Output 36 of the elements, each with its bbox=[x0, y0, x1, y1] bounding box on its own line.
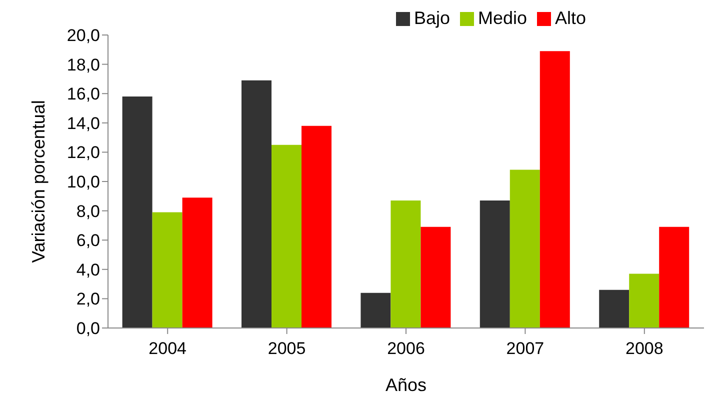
y-tick-label: 6,0 bbox=[76, 231, 100, 250]
bar bbox=[599, 290, 630, 328]
y-tick-label: 2,0 bbox=[76, 290, 100, 309]
bar bbox=[360, 292, 391, 328]
bar bbox=[390, 200, 421, 328]
x-tick-label: 2008 bbox=[625, 339, 664, 358]
x-axis-title: Años bbox=[385, 374, 427, 395]
y-tick-label: 0,0 bbox=[76, 319, 100, 338]
bar bbox=[420, 226, 451, 328]
y-axis-title: Variación porcentual bbox=[28, 100, 48, 263]
y-tick-label: 4,0 bbox=[76, 260, 100, 280]
bar bbox=[510, 170, 540, 328]
x-tick-label: 2006 bbox=[387, 339, 425, 358]
bar bbox=[242, 80, 272, 328]
bar bbox=[272, 144, 302, 328]
bar bbox=[480, 200, 510, 328]
x-tick-label: 2005 bbox=[268, 339, 306, 358]
legend-label: Medio bbox=[478, 8, 528, 28]
legend-label: Alto bbox=[555, 8, 586, 28]
y-tick-label: 14,0 bbox=[66, 114, 100, 133]
bar bbox=[629, 274, 660, 328]
y-tick-label: 16,0 bbox=[66, 84, 100, 104]
bar bbox=[152, 212, 182, 328]
y-tick-label: 18,0 bbox=[66, 55, 100, 74]
x-tick-label: 2004 bbox=[148, 339, 187, 358]
y-tick-label: 20,0 bbox=[66, 26, 100, 46]
y-tick-label: 12,0 bbox=[66, 143, 100, 162]
bar bbox=[122, 96, 152, 328]
y-tick-label: 10,0 bbox=[66, 172, 100, 192]
legend-label: Bajo bbox=[414, 8, 450, 28]
bar bbox=[302, 126, 332, 328]
bar bbox=[540, 51, 570, 328]
bar bbox=[182, 198, 212, 328]
y-tick-label: 8,0 bbox=[76, 202, 100, 221]
x-tick-label: 2007 bbox=[506, 339, 544, 358]
bar bbox=[659, 226, 690, 328]
